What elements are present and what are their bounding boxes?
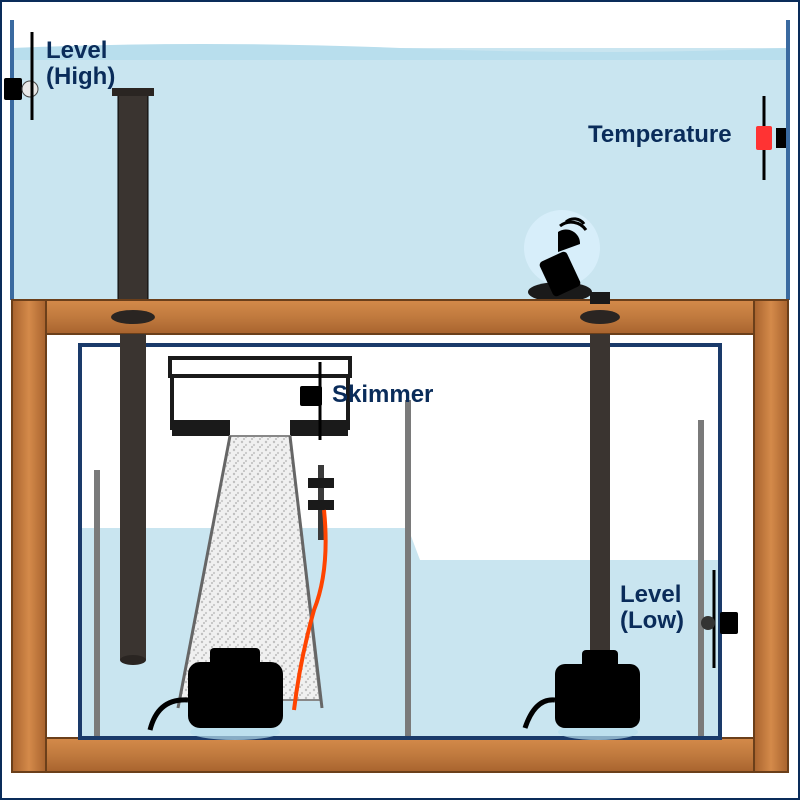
skimmer-label: Skimmer <box>332 382 433 408</box>
skimmer-valve-top <box>308 478 334 488</box>
level-high-sensor-outer <box>4 78 22 100</box>
skimmer-pump-body <box>188 662 283 728</box>
drain-pipe-upper <box>118 92 148 300</box>
wood-left <box>12 300 46 772</box>
baffle-1 <box>94 470 100 736</box>
level-low-sensor-float <box>701 616 715 630</box>
level-low-sensor-clip <box>720 612 738 634</box>
wood-bottom <box>12 738 788 772</box>
baffle-3 <box>698 420 704 736</box>
skimmer-valve-bot <box>308 500 334 510</box>
return-pipe-top <box>590 292 610 304</box>
tank-water-surface <box>12 44 788 60</box>
skimmer-cup-neck-l <box>172 420 230 436</box>
drain-pipe-end <box>120 655 146 665</box>
level-high-label: Level (High) <box>46 38 115 91</box>
return-pump-outlet <box>582 650 618 668</box>
temp-sensor-body <box>756 126 772 150</box>
aquarium-diagram: Level (High) Temperature Skimmer Level (… <box>0 0 800 800</box>
return-bulkhead <box>580 310 620 324</box>
return-pump-body <box>555 664 640 728</box>
return-pipe <box>590 334 610 664</box>
wood-right <box>754 300 788 772</box>
drain-pipe-lower <box>120 334 146 660</box>
level-high-sensor-float <box>22 81 38 97</box>
drain-bulkhead <box>111 310 155 324</box>
temp-sensor-clip <box>776 128 786 148</box>
level-low-label: Level (Low) <box>620 582 684 635</box>
drain-pipe-cap <box>112 88 154 96</box>
skimmer-sensor-body <box>300 386 322 406</box>
skimmer-pump-top <box>210 648 260 666</box>
temperature-label: Temperature <box>588 122 732 148</box>
baffle-2 <box>405 400 411 736</box>
skimmer-cup-lid <box>170 358 350 376</box>
